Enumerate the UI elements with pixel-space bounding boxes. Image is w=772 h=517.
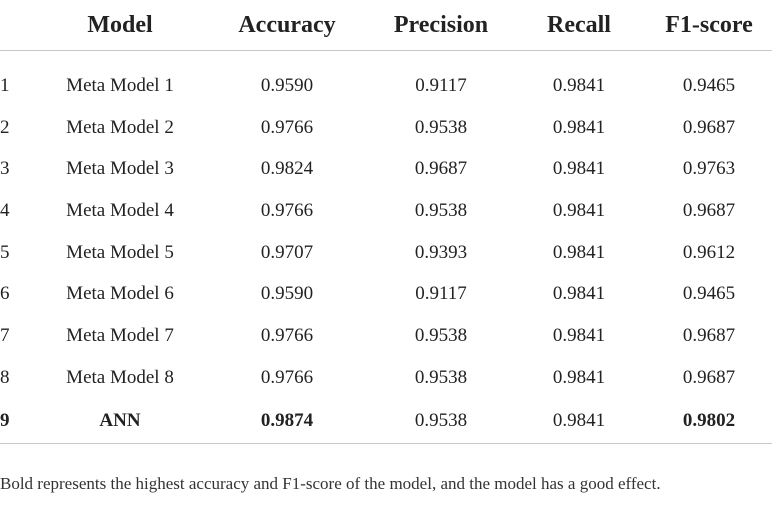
f1-value: 0.9687 (682, 366, 736, 388)
recall-value: 0.9841 (552, 283, 606, 305)
recall-value: 0.9841 (552, 199, 606, 221)
row-index: 7 (0, 324, 10, 346)
row-index: 9 (0, 398, 36, 444)
model-name: Meta Model 2 (66, 116, 174, 138)
table-footnote: Bold represents the highest accuracy and… (0, 474, 661, 493)
table-row-best: 9 ANN 0.9874 0.9538 0.9841 0.9802 (0, 398, 772, 444)
recall-value: 0.9841 (552, 74, 606, 96)
header-f1-score: F1-score (646, 0, 772, 51)
precision-value: 0.9117 (415, 74, 467, 96)
accuracy-value: 0.9766 (260, 199, 314, 221)
header-index (0, 0, 36, 51)
table-row: 1 Meta Model 1 0.9590 0.9117 0.9841 0.94… (0, 51, 772, 107)
precision-value: 0.9538 (414, 116, 468, 138)
precision-value: 0.9538 (414, 366, 468, 388)
precision-value: 0.9538 (414, 324, 468, 346)
model-name: Meta Model 4 (66, 199, 174, 221)
recall-value: 0.9841 (512, 398, 646, 444)
table-row: 5 Meta Model 5 0.9707 0.9393 0.9841 0.96… (0, 232, 772, 274)
table-row: 7 Meta Model 7 0.9766 0.9538 0.9841 0.96… (0, 315, 772, 357)
row-index: 1 (0, 74, 10, 96)
model-name: Meta Model 8 (66, 366, 174, 388)
recall-value: 0.9841 (552, 158, 606, 180)
row-index: 4 (0, 199, 10, 221)
accuracy-value: 0.9707 (260, 241, 314, 263)
model-name: Meta Model 7 (66, 324, 174, 346)
f1-value: 0.9465 (682, 283, 736, 305)
table-row: 8 Meta Model 8 0.9766 0.9538 0.9841 0.96… (0, 357, 772, 399)
row-index: 6 (0, 283, 10, 305)
model-name: ANN (36, 398, 204, 444)
f1-value: 0.9802 (646, 398, 772, 444)
model-name: Meta Model 1 (66, 74, 174, 96)
precision-value: 0.9538 (370, 398, 512, 444)
precision-value: 0.9117 (415, 283, 467, 305)
recall-value: 0.9841 (552, 324, 606, 346)
header-accuracy: Accuracy (204, 0, 370, 51)
header-model: Model (36, 0, 204, 51)
f1-value: 0.9687 (682, 116, 736, 138)
table-row: 2 Meta Model 2 0.9766 0.9538 0.9841 0.96… (0, 107, 772, 149)
header-precision: Precision (370, 0, 512, 51)
precision-value: 0.9538 (414, 199, 468, 221)
results-table: Model Accuracy Precision Recall F1-score… (0, 0, 772, 444)
model-name: Meta Model 6 (66, 283, 174, 305)
accuracy-value: 0.9874 (204, 398, 370, 444)
table-row: 4 Meta Model 4 0.9766 0.9538 0.9841 0.96… (0, 190, 772, 232)
accuracy-value: 0.9824 (260, 158, 314, 180)
f1-value: 0.9763 (682, 158, 736, 180)
table-row: 3 Meta Model 3 0.9824 0.9687 0.9841 0.97… (0, 148, 772, 190)
recall-value: 0.9841 (552, 366, 606, 388)
f1-value: 0.9465 (682, 74, 736, 96)
header-recall: Recall (512, 0, 646, 51)
accuracy-value: 0.9766 (260, 324, 314, 346)
f1-value: 0.9612 (682, 241, 736, 263)
header-row: Model Accuracy Precision Recall F1-score (0, 0, 772, 51)
recall-value: 0.9841 (552, 116, 606, 138)
model-name: Meta Model 3 (66, 158, 174, 180)
f1-value: 0.9687 (682, 324, 736, 346)
row-index: 2 (0, 116, 10, 138)
row-index: 8 (0, 366, 10, 388)
accuracy-value: 0.9590 (260, 283, 314, 305)
row-index: 5 (0, 241, 10, 263)
f1-value: 0.9687 (682, 199, 736, 221)
recall-value: 0.9841 (552, 241, 606, 263)
table-row: 6 Meta Model 6 0.9590 0.9117 0.9841 0.94… (0, 273, 772, 315)
precision-value: 0.9687 (414, 158, 468, 180)
row-index: 3 (0, 158, 10, 180)
accuracy-value: 0.9590 (260, 74, 314, 96)
accuracy-value: 0.9766 (260, 116, 314, 138)
model-name: Meta Model 5 (66, 241, 174, 263)
accuracy-value: 0.9766 (260, 366, 314, 388)
precision-value: 0.9393 (414, 241, 468, 263)
